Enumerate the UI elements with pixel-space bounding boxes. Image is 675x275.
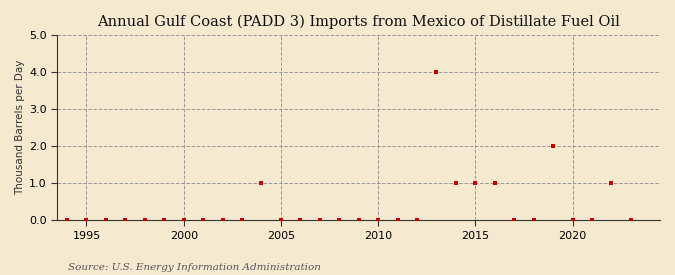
- Text: Source: U.S. Energy Information Administration: Source: U.S. Energy Information Administ…: [68, 263, 321, 272]
- Title: Annual Gulf Coast (PADD 3) Imports from Mexico of Distillate Fuel Oil: Annual Gulf Coast (PADD 3) Imports from …: [97, 15, 620, 29]
- Y-axis label: Thousand Barrels per Day: Thousand Barrels per Day: [15, 60, 25, 195]
